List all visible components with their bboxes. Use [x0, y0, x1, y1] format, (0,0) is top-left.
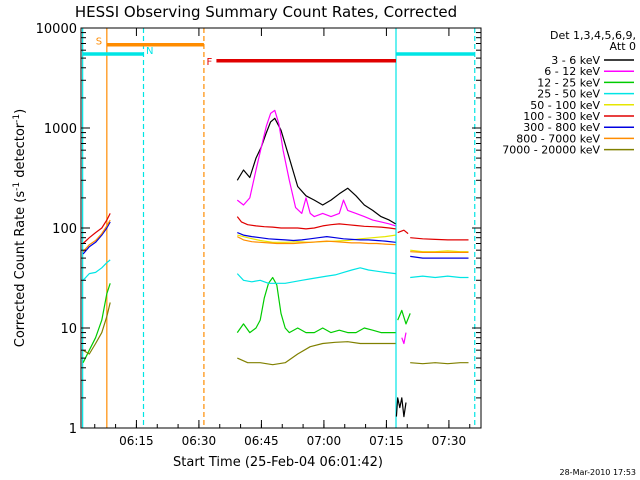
series-1-segment-0 — [236, 109, 396, 227]
series-5-segment-3 — [410, 237, 469, 241]
series-1-segment-1 — [401, 332, 407, 345]
series-0-segment-1 — [395, 397, 407, 418]
y-tick-label-4: 10000 — [36, 22, 77, 37]
y-axis-label-sup2: -1 — [12, 114, 22, 123]
series-7-segment-2 — [410, 251, 469, 253]
series-3-segment-0 — [82, 259, 111, 281]
y-axis-label-sup1: -1 — [12, 182, 22, 191]
legend-entry-label-8: 7000 - 20000 keV — [502, 144, 600, 157]
series-0-segment-0 — [236, 117, 396, 225]
series-7-segment-1 — [237, 236, 396, 246]
y-tick-label-1: 10 — [60, 322, 77, 337]
series-8-segment-0 — [82, 302, 111, 355]
footer-timestamp: 28-Mar-2010 17:53 — [560, 468, 637, 477]
series-5-segment-1 — [236, 216, 396, 230]
series-6-segment-2 — [410, 255, 469, 259]
y-axis-label: Corrected Count Rate (s-1 detector-1) — [12, 109, 28, 347]
x-tick-label-0: 06:15 — [119, 434, 154, 448]
legend-entry-label-6: 300 - 800 keV — [523, 121, 600, 134]
x-tick-label-4: 07:15 — [369, 434, 404, 448]
legend-entry-label-5: 100 - 300 keV — [523, 110, 600, 123]
y-tick-label-0: 1 — [69, 422, 77, 437]
flag-label-night_label: N — [146, 46, 153, 57]
series-8-segment-1 — [237, 341, 396, 366]
legend-entry-label-4: 50 - 100 keV — [530, 99, 600, 112]
y-tick-label-3: 1000 — [44, 122, 77, 137]
legend-entry-label-0: 3 - 6 keV — [551, 54, 600, 67]
series-3-segment-1 — [236, 267, 396, 284]
series-2-segment-0 — [82, 283, 111, 363]
flag-label-saa_label: S — [96, 36, 102, 47]
series-7-segment-0 — [82, 219, 111, 253]
series-4-segment-1 — [410, 249, 469, 253]
legend-header-2: Att 0 — [610, 40, 636, 53]
x-tick-label-2: 06:45 — [244, 434, 279, 448]
x-tick-label-1: 06:30 — [182, 434, 217, 448]
x-tick-label-5: 07:30 — [432, 434, 467, 448]
series-3-segment-2 — [410, 275, 469, 279]
legend-entry-label-1: 6 - 12 keV — [544, 65, 600, 78]
flag-label-flare_label: F — [206, 57, 212, 68]
series-2-segment-1 — [236, 276, 396, 334]
series-6-segment-1 — [237, 232, 396, 243]
chart-title: HESSI Observing Summary Count Rates, Cor… — [75, 3, 457, 21]
y-axis-label-mid: detector — [13, 122, 28, 182]
x-axis: 06:15 06:30 06:45 07:00 07:15 07:30 — [94, 28, 471, 448]
series-2-segment-2 — [397, 309, 411, 325]
series-8-segment-2 — [410, 362, 469, 365]
series-5-segment-2 — [397, 229, 409, 235]
x-tick-label-3: 07:00 — [307, 434, 342, 448]
y-tick-label-2: 100 — [52, 222, 77, 237]
plot-area: N S F — [82, 28, 476, 428]
legend-entry-label-2: 12 - 25 keV — [537, 76, 600, 89]
legend-header-1: Det 1,3,4,5,6,9, — [550, 29, 636, 42]
y-axis-label-end: ) — [13, 109, 28, 114]
y-axis: 1 10 100 1000 10000 — [36, 22, 481, 437]
x-axis-label: Start Time (25-Feb-04 06:01:42) — [173, 455, 383, 470]
legend-entry-label-3: 25 - 50 keV — [537, 88, 600, 101]
legend-entry-label-7: 800 - 7000 keV — [516, 132, 600, 145]
y-axis-label-main: Corrected Count Rate (s — [13, 191, 28, 348]
series-6-segment-0 — [82, 221, 111, 255]
series-5-segment-0 — [82, 213, 111, 244]
